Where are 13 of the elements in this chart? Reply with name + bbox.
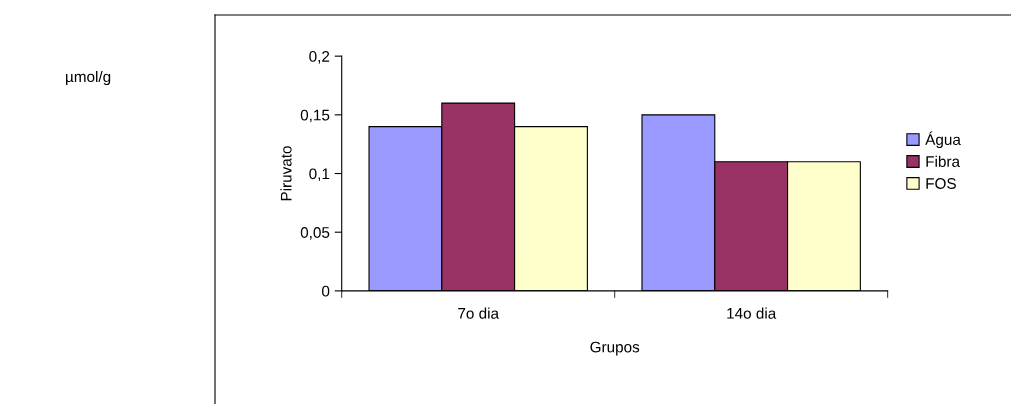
y-tick-label: 0,05 bbox=[300, 227, 330, 240]
text: µmol/g bbox=[66, 70, 111, 86]
x-axis-title: Grupos bbox=[590, 341, 640, 356]
x-tick-label: 7o dia bbox=[458, 307, 500, 319]
y-axis-title: Piruvato bbox=[280, 146, 292, 201]
legend-label: Fibra bbox=[926, 155, 961, 167]
legend-label: Água bbox=[925, 131, 961, 149]
y-tick-label: 0,15 bbox=[300, 109, 330, 123]
y-tick-label: 0,2 bbox=[309, 51, 330, 64]
y-tick-label: 0,1 bbox=[309, 168, 330, 182]
x-tick-label: 14o dia bbox=[727, 307, 777, 319]
legend-label: FOS bbox=[926, 178, 956, 189]
y-tick-label: 0 bbox=[322, 285, 330, 297]
